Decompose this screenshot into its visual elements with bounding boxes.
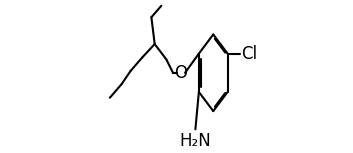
Text: O: O xyxy=(174,64,187,82)
Text: Cl: Cl xyxy=(241,45,257,63)
Text: H₂N: H₂N xyxy=(180,132,211,150)
